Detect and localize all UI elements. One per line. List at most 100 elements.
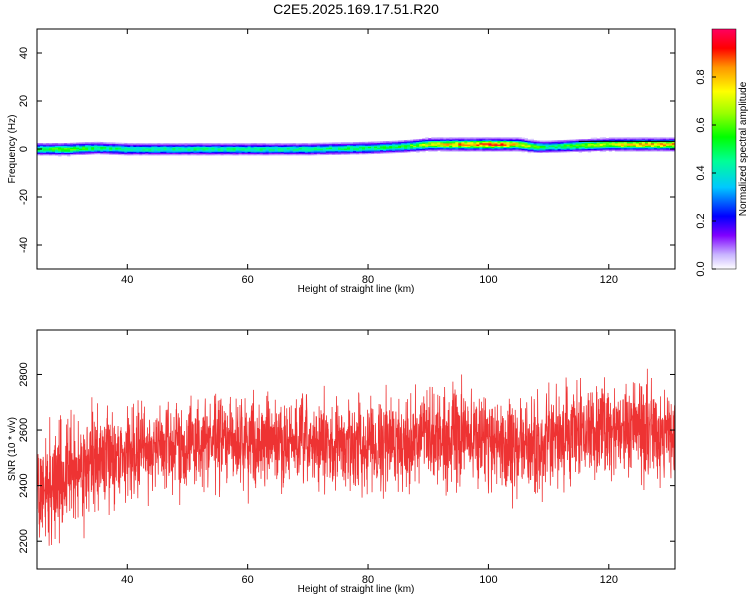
heatmap-cell <box>395 150 399 152</box>
heatmap-cell <box>554 142 559 145</box>
heatmap-cell <box>452 145 456 147</box>
heatmap-cell <box>133 153 137 156</box>
heatmap-cell <box>43 149 47 151</box>
heatmap-cell <box>37 151 41 153</box>
heatmap-cell <box>286 150 291 152</box>
heatmap-cell <box>82 153 86 155</box>
heatmap-cell <box>647 141 652 144</box>
heatmap-cell <box>130 143 134 145</box>
heatmap-cell <box>157 144 161 146</box>
heatmap-cell <box>581 148 586 151</box>
heatmap-cell <box>584 143 589 146</box>
heatmap-cell <box>422 142 426 144</box>
heatmap-cell <box>199 149 203 151</box>
heatmap-cell <box>319 149 324 152</box>
heatmap-cell <box>629 144 634 146</box>
heatmap-cell <box>253 151 258 153</box>
heatmap-cell <box>668 137 673 139</box>
heatmap-cell <box>244 146 249 149</box>
heatmap-cell <box>268 153 273 156</box>
heatmap-cell <box>614 146 619 149</box>
heatmap-cell <box>283 151 288 153</box>
heatmap-cell <box>644 139 649 141</box>
colorbar-tick-label: 0.8 <box>695 69 707 84</box>
heatmap-cell <box>103 145 107 148</box>
heatmap-cell <box>443 150 447 152</box>
heatmap-cell <box>109 143 113 146</box>
heatmap-cell <box>497 145 501 147</box>
heatmap-cell <box>527 139 531 142</box>
heatmap-cell <box>638 143 643 145</box>
heatmap-cell <box>79 150 83 153</box>
y-tick-label: 2800 <box>18 362 30 386</box>
heatmap-cell <box>623 139 628 141</box>
heatmap-cell <box>533 148 537 151</box>
heatmap-cell <box>395 147 399 150</box>
heatmap-cell <box>608 139 613 141</box>
heatmap-cell <box>440 138 444 140</box>
heatmap-cell <box>205 144 209 146</box>
heatmap-cell <box>229 149 234 151</box>
heatmap-cell <box>392 149 396 151</box>
heatmap-cell <box>337 145 342 148</box>
heatmap-cell <box>307 150 312 152</box>
heatmap-cell <box>404 141 408 143</box>
heatmap-cell <box>395 140 399 143</box>
heatmap-cell <box>337 153 342 155</box>
heatmap-cell <box>220 143 224 145</box>
heatmap-cell <box>365 151 369 154</box>
heatmap-cell <box>434 147 438 150</box>
heatmap-cell <box>193 150 197 152</box>
heatmap-cell <box>121 151 125 153</box>
heatmap-cell <box>283 150 288 152</box>
heatmap-cell <box>581 141 586 144</box>
heatmap-cell <box>202 149 206 151</box>
heatmap-cell <box>542 143 546 145</box>
heatmap-cell <box>380 144 384 147</box>
heatmap-cell <box>127 146 131 149</box>
heatmap-cell <box>398 140 402 143</box>
heatmap-cell <box>461 138 465 140</box>
heatmap-cell <box>55 143 59 145</box>
heatmap-cell <box>599 143 604 145</box>
heatmap-cell <box>395 145 399 148</box>
heatmap-cell <box>467 144 471 146</box>
heatmap-cell <box>178 152 182 155</box>
heatmap-cell <box>340 149 345 152</box>
colorbar-tick-label: 0.4 <box>695 165 707 180</box>
heatmap-cell <box>371 142 375 145</box>
heatmap-cell <box>473 138 477 140</box>
heatmap-cell <box>277 151 282 153</box>
heatmap-cell <box>121 152 125 155</box>
heatmap-cell <box>244 152 249 155</box>
heatmap-cell <box>464 137 468 139</box>
heatmap-cell <box>106 148 110 150</box>
heatmap-cell <box>322 152 327 154</box>
heatmap-cell <box>94 143 98 145</box>
heatmap-cell <box>656 139 661 141</box>
heatmap-cell <box>253 145 258 147</box>
colorbar-tick-label: 0.2 <box>695 213 707 228</box>
heatmap-cell <box>64 143 68 145</box>
heatmap-cell <box>79 148 83 151</box>
heatmap-cell <box>61 149 65 151</box>
heatmap-cell <box>575 140 580 143</box>
heatmap-cell <box>106 144 110 147</box>
heatmap-cell <box>449 137 453 139</box>
heatmap-cell <box>130 147 134 150</box>
heatmap-cell <box>304 149 309 151</box>
heatmap-cell <box>647 139 652 141</box>
heatmap-cell <box>617 145 622 147</box>
heatmap-cell <box>416 148 420 151</box>
heatmap-cell <box>136 152 140 155</box>
heatmap-cell <box>100 143 104 145</box>
heatmap-cell <box>73 151 77 153</box>
heatmap-cell <box>509 139 513 141</box>
heatmap-cell <box>665 149 670 151</box>
heatmap-cell <box>392 145 396 148</box>
heatmap-cell <box>73 142 77 145</box>
heatmap-cell <box>650 144 655 146</box>
heatmap-cell <box>587 148 592 151</box>
heatmap-cell <box>265 147 270 150</box>
heatmap-cell <box>142 150 146 152</box>
